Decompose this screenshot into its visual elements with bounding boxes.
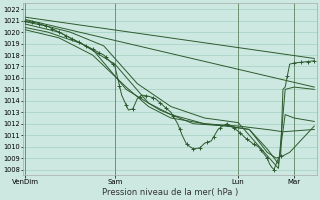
X-axis label: Pression niveau de la mer( hPa ): Pression niveau de la mer( hPa ) [102, 188, 238, 197]
